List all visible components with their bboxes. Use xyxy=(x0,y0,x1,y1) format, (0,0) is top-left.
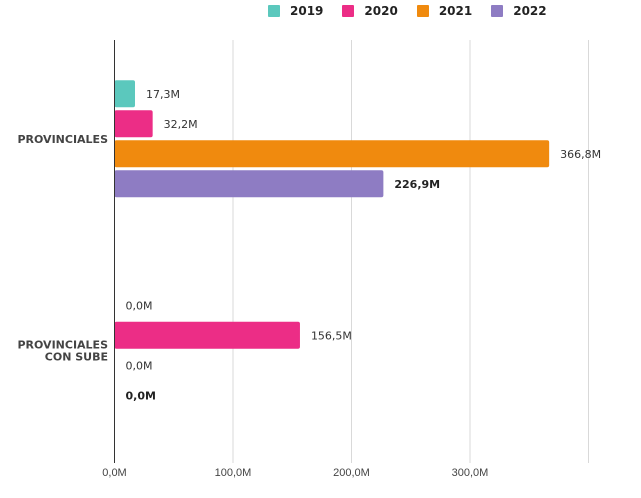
legend-swatch xyxy=(416,5,429,17)
legend-item-2019[interactable]: 2019 xyxy=(268,4,323,18)
data-label: 0,0M xyxy=(126,359,153,372)
x-tick-label: 200,0M xyxy=(333,467,370,479)
x-tick-label: 100,0M xyxy=(215,467,252,479)
bar-2019[interactable] xyxy=(114,80,136,108)
data-label: 226,9M xyxy=(394,178,440,191)
bar-2021[interactable] xyxy=(114,140,550,168)
legend-item-2020[interactable]: 2020 xyxy=(342,4,398,18)
data-label: 366,8M xyxy=(560,148,601,161)
legend-label: 2022 xyxy=(513,4,547,18)
data-label: 0,0M xyxy=(126,389,156,402)
category-label: PROVINCIALES xyxy=(17,338,108,351)
data-label: 0,0M xyxy=(126,299,153,312)
legend-swatch xyxy=(491,5,504,17)
legend-swatch xyxy=(268,5,280,17)
data-label: 17,3M xyxy=(146,88,180,101)
legend-label: 2020 xyxy=(364,4,398,18)
data-label: 156,5M xyxy=(311,329,352,342)
legend-label: 2021 xyxy=(438,4,473,18)
data-label: 32,2M xyxy=(164,118,198,131)
bar-2020[interactable] xyxy=(114,110,153,138)
legend-item-2021[interactable]: 2021 xyxy=(416,4,473,18)
x-tick-label: 0,0M xyxy=(102,467,126,479)
x-tick-label: 300,0M xyxy=(452,467,489,479)
legend-swatch xyxy=(342,5,355,17)
legend-item-2022[interactable]: 2022 xyxy=(491,4,547,18)
legend: 2019 2020 2021 2022 xyxy=(268,4,566,18)
bar-2022[interactable] xyxy=(114,170,384,198)
bar-2020[interactable] xyxy=(114,321,300,349)
category-label: CON SUBE xyxy=(45,350,108,363)
category-label: PROVINCIALES xyxy=(17,133,108,146)
legend-label: 2019 xyxy=(290,4,324,18)
